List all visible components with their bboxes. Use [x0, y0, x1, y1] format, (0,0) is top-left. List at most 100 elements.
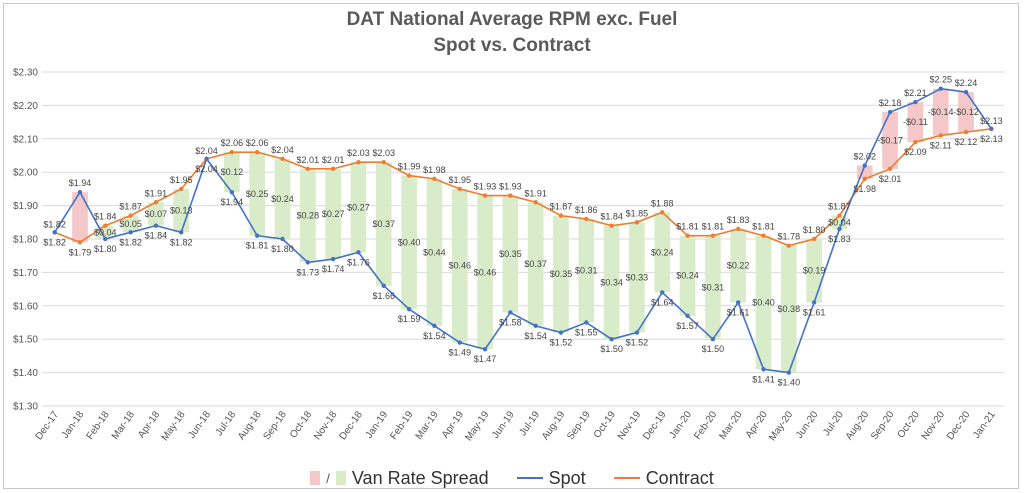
legend-item-spread: / Van Rate Spread: [310, 468, 489, 489]
spot-data-label: $1.54: [423, 331, 446, 341]
contract-data-label: $2.11: [930, 140, 952, 150]
spread-data-label: $0.46: [448, 261, 471, 271]
contract-point: [381, 159, 386, 165]
spread-data-label: $0.12: [221, 167, 244, 177]
spot-point: [153, 223, 159, 228]
spot-data-label: $1.54: [524, 331, 547, 341]
spread-bar: [806, 239, 822, 303]
spot-point: [254, 233, 260, 238]
spread-data-label: $0.31: [575, 266, 598, 276]
contract-point: [330, 166, 336, 172]
spot-point: [482, 347, 488, 352]
contract-data-label: $1.91: [524, 188, 547, 198]
spot-data-label: $1.80: [94, 244, 117, 254]
chart-subtitle: Spot vs. Contract: [433, 35, 591, 56]
contract-point: [761, 233, 766, 238]
x-tick-label: Feb-19: [388, 409, 415, 442]
spread-bar: [629, 222, 645, 333]
contract-data-label: $2.01: [322, 155, 345, 165]
contract-point: [406, 173, 412, 178]
contract-data-label: $2.06: [246, 138, 269, 148]
contract-data-label: $2.03: [347, 148, 370, 158]
x-tick-label: Jul-18: [214, 409, 239, 438]
spread-data-label: $0.35: [550, 269, 573, 279]
spot-line: [53, 87, 993, 374]
spread-data-label: $0.22: [727, 261, 750, 271]
contract-point: [887, 166, 893, 172]
spread-bar: [299, 168, 316, 263]
spot-point: [963, 89, 969, 95]
contract-point: [660, 210, 665, 215]
spread-data-label: $0.37: [524, 259, 547, 269]
spot-data-label: $1.76: [347, 257, 370, 267]
contract-point: [938, 133, 943, 138]
contract-point: [432, 176, 437, 182]
spot-point: [103, 236, 108, 242]
contract-point: [584, 216, 589, 222]
spread-data-label: $0.04: [828, 217, 851, 227]
y-tick-label: $1.90: [13, 201, 38, 212]
contract-point: [963, 129, 969, 135]
contract-point: [457, 186, 462, 192]
spot-point: [330, 256, 336, 262]
spot-point: [280, 236, 285, 242]
spot-point: [735, 300, 741, 305]
spot-point: [862, 163, 867, 168]
spread-data-label: $0.13: [170, 206, 193, 216]
x-tick-label: Apr-20: [744, 409, 770, 440]
contract-data-label: $1.86: [575, 205, 598, 215]
contract-data-label: $1.87: [550, 202, 573, 212]
contract-point: [179, 186, 184, 192]
contract-data-label: $2.01: [879, 174, 902, 184]
x-tick-label: Aug-20: [844, 409, 872, 442]
x-tick-label: Jan-20: [667, 409, 694, 441]
spread-data-label: $0.46: [474, 267, 497, 277]
x-tick-label: Jan-21: [971, 409, 998, 441]
spot-data-label: $1.49: [448, 348, 471, 358]
spread-data-label: $0.38: [778, 304, 801, 314]
y-tick-label: $2.00: [13, 168, 38, 179]
contract-data-label: $1.81: [752, 222, 775, 232]
contract-point: [786, 243, 792, 248]
x-tick-label: Nov-20: [920, 409, 948, 442]
contract-point: [685, 233, 690, 238]
x-tick-label: Dec-19: [641, 409, 669, 442]
x-tick-label: Dec-20: [945, 409, 973, 442]
spot-data-label: $1.94: [69, 178, 92, 188]
spread-bars: [72, 88, 974, 373]
x-tick-label: Oct-20: [896, 409, 922, 440]
contract-data-label: $1.84: [600, 212, 623, 222]
spot-point: [305, 260, 311, 265]
spread-bar: [882, 112, 898, 169]
spot-point: [229, 190, 235, 195]
spread-bar: [350, 162, 367, 253]
spot-data-label: $1.80: [271, 244, 294, 254]
spread-bar: [730, 228, 747, 303]
spot-point: [381, 283, 386, 288]
spot-point: [457, 340, 462, 345]
contract-data-label: $2.09: [904, 147, 927, 157]
spread-bar: [249, 152, 266, 236]
x-tick-label: Mar-19: [414, 409, 441, 442]
contract-data-label: $2.06: [221, 138, 244, 148]
contract-data-label: $1.81: [702, 222, 725, 232]
spot-data-label: $1.58: [499, 317, 522, 327]
spread-bar: [477, 195, 493, 350]
spot-data-label: $1.52: [626, 338, 649, 348]
contract-point: [710, 233, 716, 238]
spot-data-label: $1.64: [651, 297, 674, 307]
contract-point: [913, 139, 918, 145]
spread-data-label: $0.28: [297, 211, 320, 221]
spot-data-label: $1.40: [778, 378, 801, 388]
y-tick-label: $1.60: [13, 301, 38, 312]
spread-bar: [553, 215, 569, 333]
y-tick-label: $1.80: [13, 235, 38, 246]
spot-data-label: $1.52: [550, 338, 573, 348]
spot-point: [52, 230, 57, 235]
spread-bar: [148, 202, 164, 226]
spot-point: [533, 323, 538, 329]
spot-data-label: $2.13: [980, 116, 1003, 126]
x-tick-label: Mar-20: [717, 409, 744, 442]
contract-line: [54, 127, 992, 247]
